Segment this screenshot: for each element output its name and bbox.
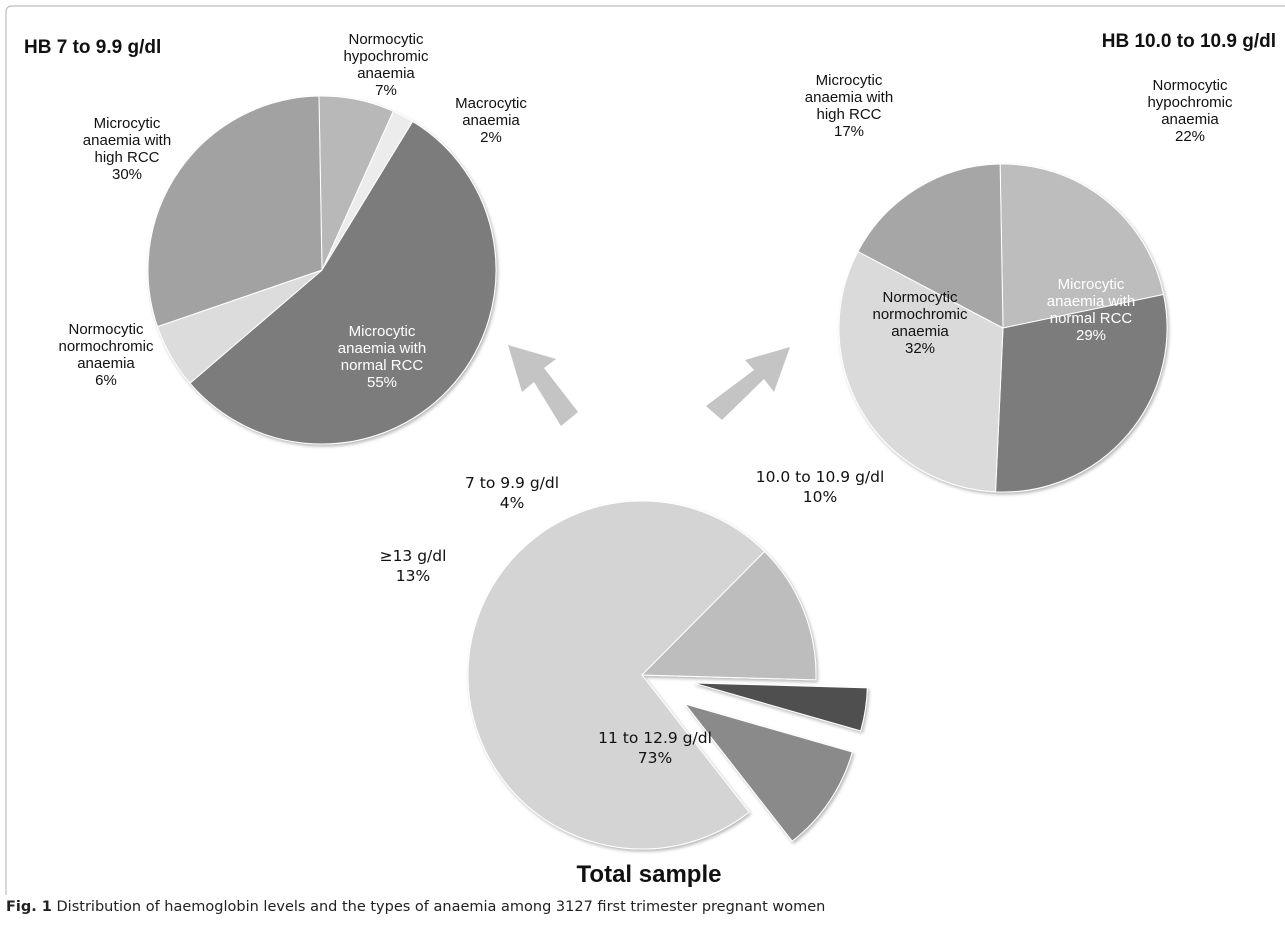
slice-label-line: 6%: [95, 372, 117, 389]
slice-label-line: 55%: [367, 374, 397, 391]
slice-label-line: 17%: [834, 123, 864, 140]
pie-total-sample-title: Total sample: [577, 861, 722, 888]
slice-label-line: Microcytic: [1058, 276, 1125, 293]
arrow-to-hb-10-10-9-icon: [706, 347, 790, 420]
pie-total-sample-slice-1: [467, 500, 766, 850]
slice-label-line: 30%: [112, 166, 142, 183]
slice-label-normocytic-normochromic: Normocytic normochromic anaemia 6%: [58, 321, 154, 389]
slice-label-line: hypochromic: [343, 48, 429, 65]
pie-total-sample: Total sample 10.0 to 10.9 g/dl 10% 11 to …: [380, 468, 885, 888]
pie-hb-10-10-9-slice-0: [999, 163, 1165, 329]
pie-hb-10-10-9-title: HB 10.0 to 10.9 g/dl: [1102, 31, 1276, 52]
slice-label-line: 10.0 to 10.9 g/dl: [756, 468, 885, 486]
slice-label-line: 29%: [1076, 327, 1106, 344]
pie-hb-7-9-slices: [147, 95, 497, 445]
pie-total-sample-slice-0: [683, 703, 853, 842]
slice-label-line: 22%: [1175, 128, 1205, 145]
slice-label-normocytic-hypochromic: Normocytic hypochromic anaemia 7%: [343, 31, 429, 99]
slice-label-line: 4%: [500, 494, 525, 512]
pie-hb-10-10-9-slice-3: [857, 163, 1004, 329]
figure-caption: Fig. 1 Distribution of haemoglobin level…: [6, 899, 825, 915]
slice-label-line: 2%: [480, 129, 502, 146]
slice-label-line: ≥13 g/dl: [380, 547, 447, 565]
slice-label-line: Microcytic: [349, 323, 416, 340]
slice-label-microcytic-normal-rcc: Microcytic anaemia with normal RCC 29%: [1047, 276, 1135, 344]
slice-label-line: 7%: [375, 82, 397, 99]
slice-label-line: Macrocytic: [455, 95, 527, 112]
slice-label-line: anaemia: [357, 65, 415, 82]
slice-label-line: anaemia with: [83, 132, 171, 149]
pie-total-sample-slice-3: [693, 682, 868, 732]
slice-label-line: Microcytic: [94, 115, 161, 132]
slice-label-microcytic-high-rcc: Microcytic anaemia with high RCC 17%: [805, 72, 893, 140]
slice-label-line: Normocytic: [1152, 77, 1228, 94]
caption-label: Fig. 1: [6, 899, 52, 915]
slice-label-line: high RCC: [94, 149, 159, 166]
pie-hb-10-10-9: HB 10.0 to 10.9 g/dl Normocytic hypochrom…: [805, 31, 1276, 493]
slice-label-line: anaemia: [462, 112, 520, 129]
pie-hb-10-10-9-slices: [838, 163, 1168, 493]
slice-label-line: anaemia with: [1047, 293, 1135, 310]
slice-label-line: normal RCC: [1050, 310, 1133, 327]
slice-label-line: anaemia: [77, 355, 135, 372]
pie-hb-7-9-slice-2: [189, 120, 497, 445]
slice-label-hb-13-plus: ≥13 g/dl 13%: [380, 547, 447, 585]
slice-label-line: 73%: [638, 749, 672, 767]
slice-label-line: anaemia with: [338, 340, 426, 357]
slice-label-line: anaemia: [891, 323, 949, 340]
slice-label-line: normal RCC: [341, 357, 424, 374]
pie-hb-7-9-slice-4: [147, 95, 323, 328]
slice-label-line: hypochromic: [1147, 94, 1233, 111]
pie-hb-10-10-9-slice-2: [838, 250, 1004, 493]
slice-label-macrocytic: Macrocytic anaemia 2%: [455, 95, 527, 146]
slice-label-line: 10%: [803, 488, 837, 506]
pie-total-sample-slice-2: [640, 550, 817, 681]
slice-label-normocytic-hypochromic: Normocytic hypochromic anaemia 22%: [1147, 77, 1233, 145]
slice-label-line: normochromic: [872, 306, 968, 323]
slice-label-line: 11 to 12.9 g/dl: [598, 729, 712, 747]
slice-label-line: 7 to 9.9 g/dl: [465, 474, 559, 492]
pie-total-sample-slices: [467, 500, 868, 850]
slice-label-line: Normocytic: [68, 321, 144, 338]
slice-label-line: anaemia with: [805, 89, 893, 106]
slice-label-line: normochromic: [58, 338, 154, 355]
slice-label-line: high RCC: [816, 106, 881, 123]
slice-label-microcytic-high-rcc: Microcytic anaemia with high RCC 30%: [83, 115, 171, 183]
slice-label-normocytic-normochromic: Normocytic normochromic anaemia 32%: [872, 289, 968, 357]
slice-label-line: Normocytic: [348, 31, 424, 48]
slice-label-line: anaemia: [1161, 111, 1219, 128]
slice-label-line: Microcytic: [816, 72, 883, 89]
arrow-to-hb-7-9-icon: [508, 345, 578, 426]
pie-hb-7-9-title: HB 7 to 9.9 g/dl: [24, 37, 161, 58]
slice-label-hb-7-9-9: 7 to 9.9 g/dl 4%: [465, 474, 559, 512]
slice-label-line: 32%: [905, 340, 935, 357]
slice-label-line: Normocytic: [882, 289, 958, 306]
slice-label-hb-11-12-9: 11 to 12.9 g/dl 73%: [598, 729, 712, 767]
slice-label-line: 13%: [396, 567, 430, 585]
caption-text: Distribution of haemoglobin levels and t…: [56, 899, 826, 915]
slice-label-hb-10-10-9: 10.0 to 10.9 g/dl 10%: [756, 468, 885, 506]
pie-hb-7-9: HB 7 to 9.9 g/dl Normocytic hypochromic an…: [24, 31, 527, 445]
slice-label-microcytic-normal-rcc: Microcytic anaemia with normal RCC 55%: [338, 323, 426, 391]
pie-hb-10-10-9-slice-1: [995, 293, 1168, 493]
